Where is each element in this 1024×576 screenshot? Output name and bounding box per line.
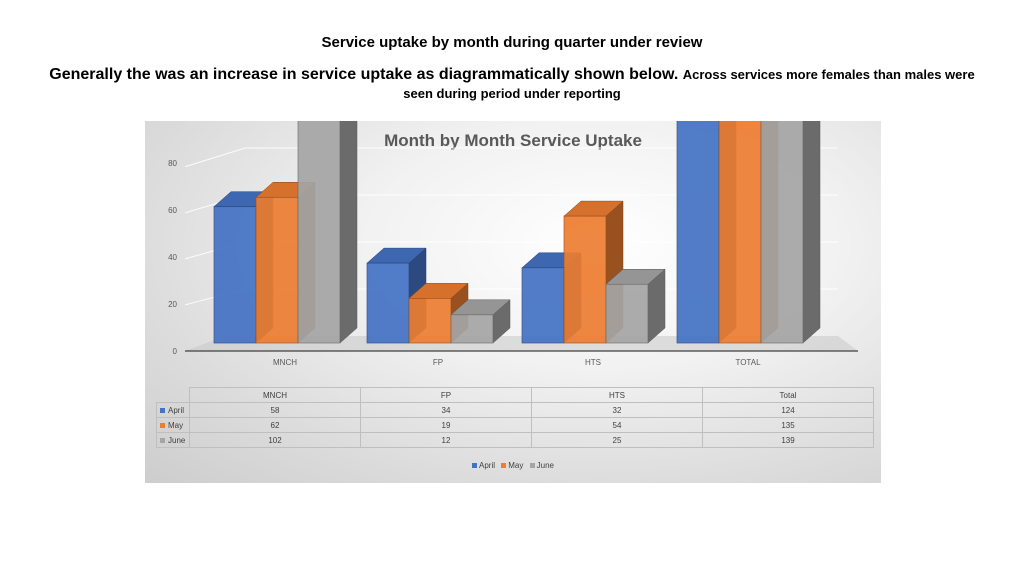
data-table-header-row: MNCH FP HTS Total bbox=[157, 387, 874, 403]
data-table-row: June 102 12 25 139 bbox=[156, 432, 874, 448]
data-table-cell: 58 bbox=[189, 402, 361, 418]
legend-label: May bbox=[508, 461, 524, 470]
data-table-cell: 19 bbox=[360, 417, 532, 433]
legend-swatch bbox=[529, 463, 535, 469]
data-table-row: May 62 19 54 135 bbox=[156, 417, 874, 433]
data-table-header: MNCH bbox=[189, 387, 361, 403]
data-table-cell: 34 bbox=[360, 402, 532, 418]
legend-label: April bbox=[479, 461, 496, 470]
bar bbox=[450, 314, 494, 344]
legend-item: May bbox=[501, 461, 523, 470]
x-tick-label: MNCH bbox=[273, 358, 297, 367]
data-table-cell: 25 bbox=[531, 432, 703, 448]
summary-detail: Across services more females than males … bbox=[403, 67, 975, 101]
bar bbox=[605, 283, 649, 344]
data-table-corner bbox=[157, 388, 190, 403]
legend-item: June bbox=[529, 461, 554, 470]
bar bbox=[521, 267, 565, 344]
data-table-row: April 58 34 32 124 bbox=[156, 402, 874, 418]
y-tick-label: 0 bbox=[173, 347, 178, 356]
bar bbox=[366, 262, 410, 344]
series-label: June bbox=[168, 435, 186, 445]
bar-side bbox=[802, 121, 821, 344]
bar-side bbox=[339, 121, 358, 344]
bar bbox=[718, 121, 762, 344]
legend-item: April bbox=[472, 461, 495, 470]
chart-legend: April May June bbox=[145, 461, 881, 470]
summary-main: Generally the was an increase in service… bbox=[49, 66, 679, 83]
data-table: MNCH FP HTS Total April 58 34 32 124 May… bbox=[156, 387, 874, 448]
slide-summary: Generally the was an increase in service… bbox=[40, 65, 984, 103]
data-table-header: Total bbox=[702, 387, 874, 403]
bar bbox=[255, 196, 299, 344]
x-tick-label: FP bbox=[433, 358, 443, 367]
data-table-cell: 12 bbox=[360, 432, 532, 448]
series-label: May bbox=[168, 420, 184, 430]
data-table-series-label: June bbox=[156, 432, 190, 448]
y-tick-label: 40 bbox=[168, 253, 177, 262]
data-table-cell: 32 bbox=[531, 402, 703, 418]
x-tick-label: HTS bbox=[585, 358, 601, 367]
bar bbox=[408, 298, 452, 344]
data-table-cell: 62 bbox=[189, 417, 361, 433]
series-key-swatch bbox=[160, 422, 165, 428]
data-table-header: FP bbox=[360, 387, 532, 403]
data-table-cell: 54 bbox=[531, 417, 703, 433]
legend-label: June bbox=[536, 461, 554, 470]
legend-swatch bbox=[472, 463, 478, 469]
data-table-cell: 124 bbox=[702, 402, 874, 418]
legend-swatch bbox=[501, 463, 507, 469]
series-key-swatch bbox=[160, 437, 165, 443]
y-tick-label: 60 bbox=[168, 206, 177, 215]
y-tick-label: 80 bbox=[168, 159, 177, 168]
series-label: April bbox=[168, 405, 185, 415]
data-table-header: HTS bbox=[531, 387, 703, 403]
data-table-cell: 139 bbox=[702, 432, 874, 448]
bar bbox=[297, 121, 341, 344]
data-table-cell: 102 bbox=[189, 432, 361, 448]
slide-heading: Service uptake by month during quarter u… bbox=[321, 34, 703, 51]
x-tick-label: TOTAL bbox=[735, 358, 761, 367]
chart-plot: 020406080100120140MNCHFPHTSTOTAL bbox=[168, 121, 858, 367]
y-tick-label: 20 bbox=[168, 300, 177, 309]
bar bbox=[563, 215, 607, 344]
bar bbox=[213, 206, 257, 344]
chart-title: Month by Month Service Uptake bbox=[384, 131, 642, 150]
gridline bbox=[184, 147, 838, 168]
data-table-series-label: April bbox=[156, 402, 190, 418]
bar bbox=[676, 121, 720, 344]
data-table-cell: 135 bbox=[702, 417, 874, 433]
bar bbox=[760, 121, 804, 344]
chart-panel: Month by Month Service Uptake 0 20 40 60 80 1… bbox=[145, 121, 881, 483]
data-table-series-label: May bbox=[156, 417, 190, 433]
series-key-swatch bbox=[160, 407, 165, 413]
